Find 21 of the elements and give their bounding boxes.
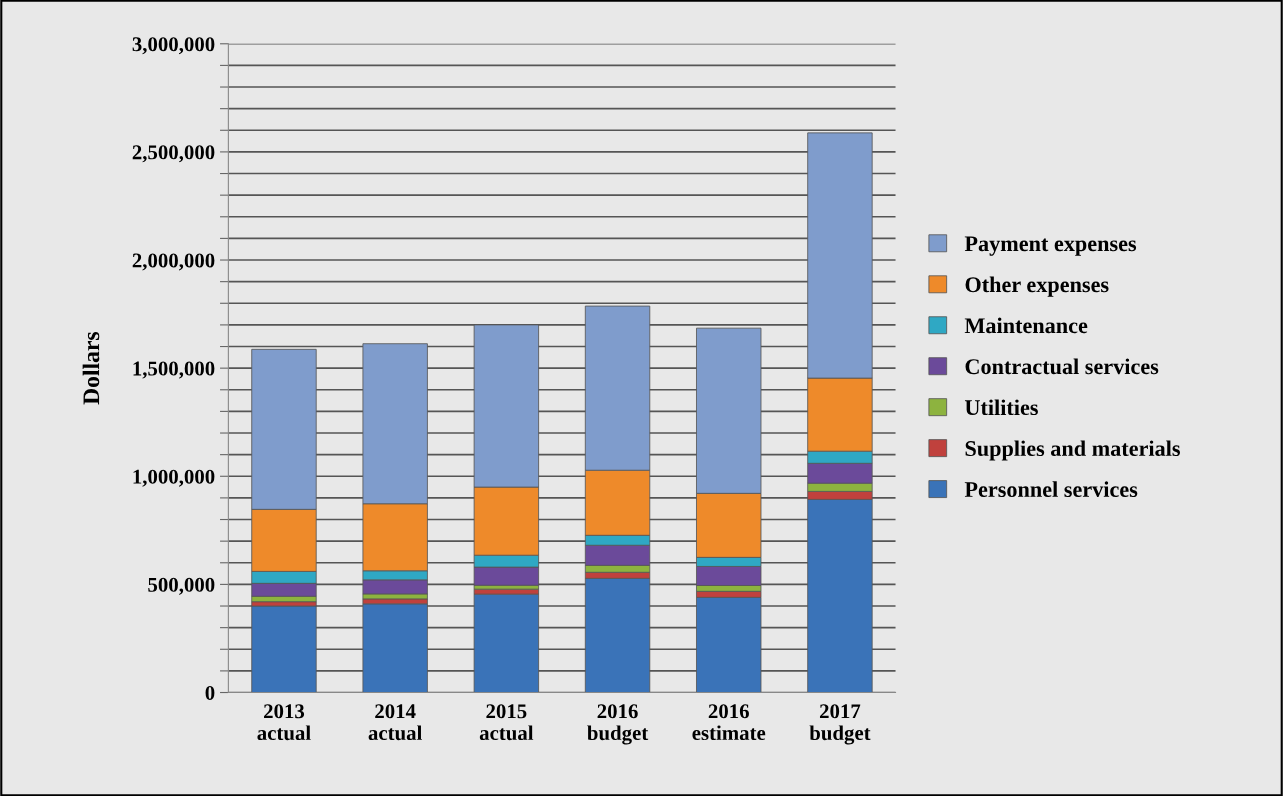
y-tick-label: 500,000 [148,577,215,595]
legend-label: Maintenance [964,317,1088,334]
x-tick-label: 2017 budget [809,704,871,745]
x-tick-label: 2014 actual [368,704,423,741]
y-tick-label: 3,000,000 [132,37,215,55]
y-tick-label: 0 [205,685,215,700]
x-tick-label: 2013 actual [257,704,311,741]
y-tick-label: 1,500,000 [133,361,215,379]
legend-label: Personnel services [964,481,1138,498]
y-tick-label: 2,000,000 [132,253,215,271]
x-tick-label: 2015 actual [479,704,534,741]
legend-label: Payment expenses [964,236,1137,256]
y-tick-label: 2,500,000 [132,145,215,163]
legend-label: Other expenses [965,276,1109,297]
x-tick-label: 2016 budget [587,704,649,745]
y-axis-title: Dollars [82,332,100,405]
legend-label: Utilities [964,399,1038,416]
x-tick-label: 2016 estimate [692,704,766,741]
legend-label: Contractual services [965,358,1159,375]
legend-label: Supplies and materials [965,440,1180,461]
y-tick-label: 1,000,000 [133,469,215,487]
